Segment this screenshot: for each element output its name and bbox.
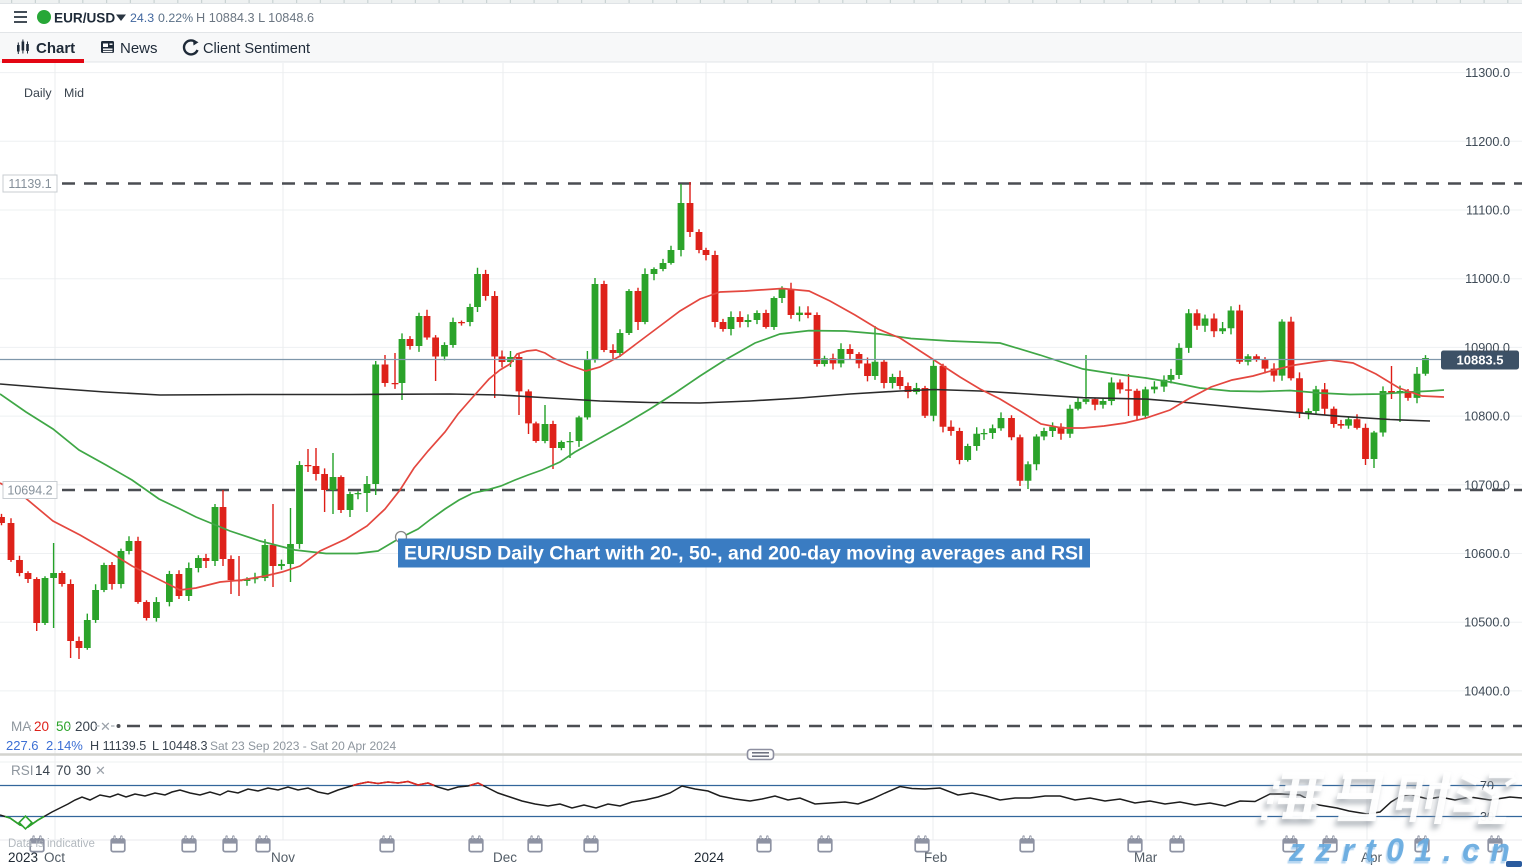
- svg-text:2.14%: 2.14%: [46, 738, 83, 753]
- svg-text:H 10884.3 L 10848.6: H 10884.3 L 10848.6: [196, 11, 314, 25]
- svg-text:MA: MA: [11, 719, 31, 734]
- svg-text:0.22%: 0.22%: [158, 11, 193, 25]
- svg-text:227.6: 227.6: [6, 738, 39, 753]
- svg-text:10900.0: 10900.0: [1464, 341, 1510, 355]
- svg-text:L 10448.3: L 10448.3: [152, 739, 208, 753]
- svg-text:10700.0: 10700.0: [1464, 478, 1510, 492]
- svg-text:Mar: Mar: [1134, 850, 1158, 865]
- svg-text:11300.0: 11300.0: [1465, 66, 1510, 80]
- svg-text:50: 50: [56, 719, 71, 734]
- svg-text:10500.0: 10500.0: [1464, 616, 1510, 630]
- svg-text:Daily: Daily: [24, 86, 52, 100]
- svg-text:Data is indicative: Data is indicative: [8, 838, 95, 850]
- svg-text:10694.2: 10694.2: [7, 484, 52, 498]
- svg-text:10600.0: 10600.0: [1464, 547, 1510, 561]
- svg-text:Sat 23 Sep 2023 - Sat 20 Apr 2: Sat 23 Sep 2023 - Sat 20 Apr 2024: [210, 739, 396, 753]
- svg-text:70: 70: [56, 763, 71, 778]
- svg-text:11100.0: 11100.0: [1466, 204, 1510, 218]
- svg-text:10400.0: 10400.0: [1464, 684, 1510, 698]
- svg-text:11200.0: 11200.0: [1465, 135, 1510, 149]
- svg-text:10883.5: 10883.5: [1457, 353, 1504, 368]
- svg-text:Mid: Mid: [64, 86, 84, 100]
- svg-text:EUR/USD: EUR/USD: [54, 11, 115, 26]
- svg-text:News: News: [120, 40, 158, 57]
- svg-text:H 11139.5: H 11139.5: [90, 739, 146, 753]
- svg-text:11139.1: 11139.1: [8, 177, 51, 191]
- svg-text:Feb: Feb: [924, 850, 947, 865]
- svg-text:Chart: Chart: [36, 40, 75, 57]
- svg-text:200: 200: [75, 719, 98, 734]
- svg-text:✕: ✕: [100, 719, 111, 734]
- svg-text:✕: ✕: [95, 763, 106, 778]
- svg-text:Client Sentiment: Client Sentiment: [203, 41, 310, 57]
- svg-text:24.3: 24.3: [130, 11, 154, 25]
- svg-text:14: 14: [35, 763, 51, 778]
- svg-text:Apr: Apr: [1361, 850, 1383, 865]
- svg-text:EUR/USD Daily Chart with 20-,: EUR/USD Daily Chart with 20-, 50-, and 2…: [404, 543, 1083, 565]
- svg-text:30: 30: [76, 763, 91, 778]
- svg-text:2023: 2023: [8, 850, 38, 865]
- svg-text:10800.0: 10800.0: [1464, 410, 1510, 424]
- svg-text:2024: 2024: [694, 850, 725, 865]
- svg-text:Dec: Dec: [493, 850, 517, 865]
- svg-text:zzrt01.cn: zzrt01.cn: [1288, 832, 1520, 867]
- svg-text:20: 20: [34, 719, 49, 734]
- svg-text:Nov: Nov: [271, 850, 295, 865]
- svg-text:Oct: Oct: [44, 850, 65, 865]
- svg-text:11000.0: 11000.0: [1465, 272, 1510, 286]
- svg-text:RSI: RSI: [11, 763, 34, 778]
